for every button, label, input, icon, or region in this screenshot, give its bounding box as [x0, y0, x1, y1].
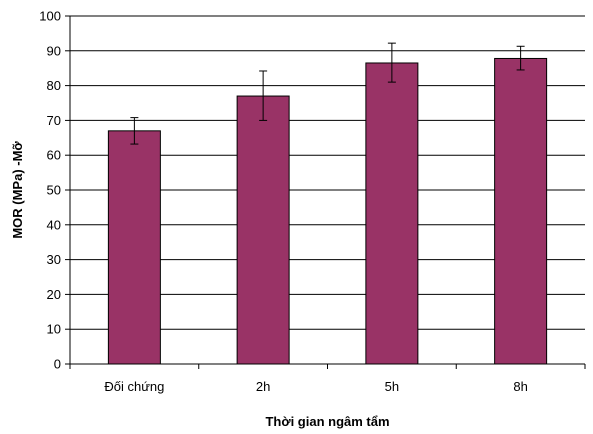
error-bar — [130, 117, 139, 145]
error-bar — [516, 45, 525, 71]
bar — [107, 130, 161, 365]
y-tick-label: 10 — [47, 322, 61, 337]
bar — [365, 62, 419, 365]
y-tick-label: 50 — [47, 183, 61, 198]
x-tick-label: Đối chứng — [104, 379, 164, 394]
x-tick-label: 8h — [513, 379, 527, 394]
error-bar — [259, 70, 268, 121]
bar — [494, 57, 548, 365]
y-tick-label: 80 — [47, 78, 61, 93]
y-tick-label: 0 — [54, 357, 61, 372]
error-bar — [387, 42, 396, 83]
y-tick-label: 60 — [47, 148, 61, 163]
y-axis-ticks: 0 10 20 30 40 50 60 70 80 90 100 — [39, 9, 70, 372]
y-tick-label: 30 — [47, 252, 61, 267]
y-axis-title: MOR (MPa) -Mỡ — [10, 141, 25, 239]
x-tick-label: 2h — [256, 379, 270, 394]
y-tick-label: 20 — [47, 287, 61, 302]
bar — [236, 95, 290, 365]
x-axis-ticks: Đối chứng 2h 5h 8h — [69, 364, 586, 394]
x-axis-title: Thời gian ngâm tẩm — [265, 414, 389, 429]
error-bars — [130, 42, 525, 145]
y-tick-label: 90 — [47, 43, 61, 58]
bars — [107, 57, 548, 365]
y-tick-label: 40 — [47, 217, 61, 232]
x-tick-label: 5h — [385, 379, 399, 394]
y-tick-label: 100 — [39, 9, 61, 24]
y-tick-label: 70 — [47, 113, 61, 128]
